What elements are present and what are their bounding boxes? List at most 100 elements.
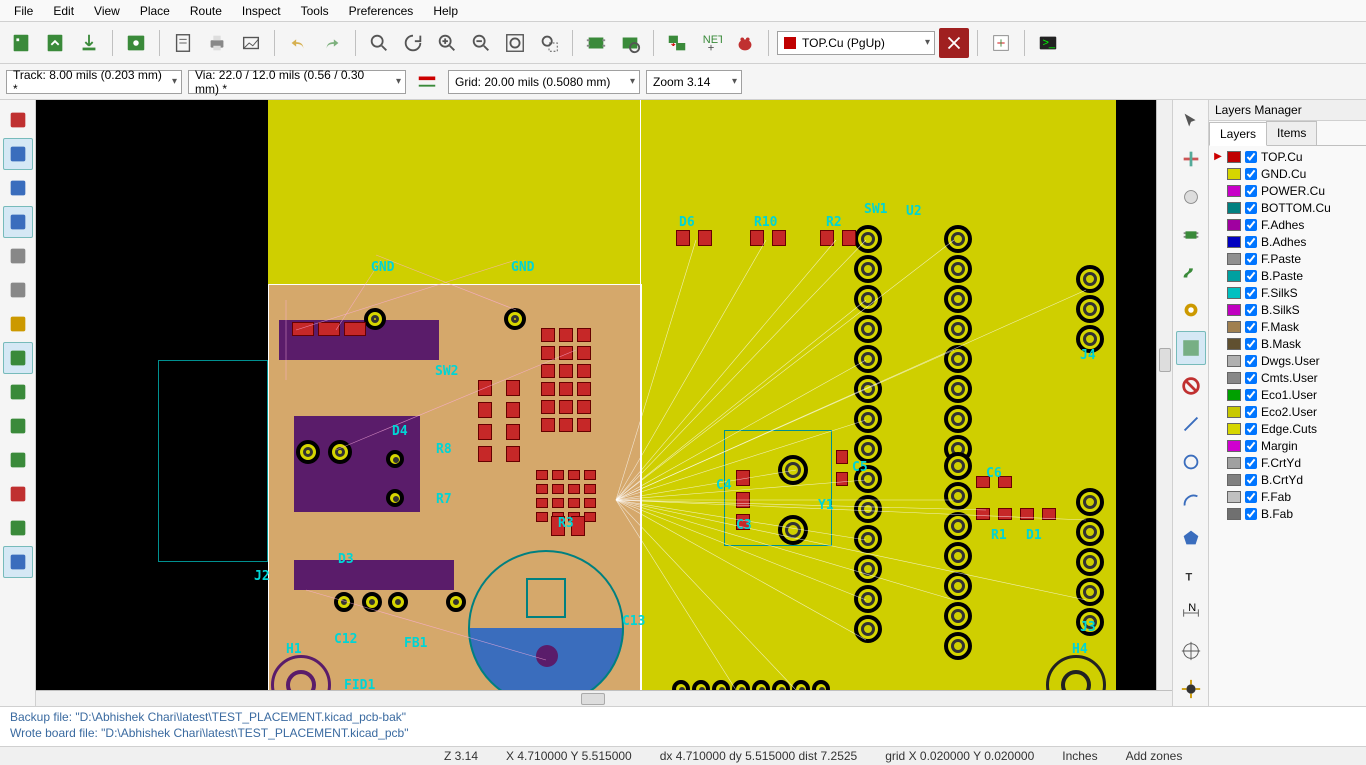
layer-color-swatch[interactable]: [1227, 474, 1241, 486]
board-setup-button[interactable]: [121, 28, 151, 58]
layer-visibility-checkbox[interactable]: [1245, 270, 1257, 282]
layer-selector[interactable]: TOP.Cu (PgUp): [777, 31, 935, 55]
footprint-editor-button[interactable]: [581, 28, 611, 58]
layer-row-top-cu[interactable]: ▶ TOP.Cu: [1211, 148, 1364, 165]
via-sketch-button[interactable]: [3, 444, 33, 476]
layer-visibility-checkbox[interactable]: [1245, 389, 1257, 401]
tab-layers[interactable]: Layers: [1209, 122, 1267, 146]
layer-visibility-checkbox[interactable]: [1245, 457, 1257, 469]
layer-row-b-fab[interactable]: B.Fab: [1211, 505, 1364, 522]
zoom-in-button[interactable]: [432, 28, 462, 58]
zoom-out-button[interactable]: [466, 28, 496, 58]
layer-visibility-checkbox[interactable]: [1245, 185, 1257, 197]
layer-color-swatch[interactable]: [1227, 253, 1241, 265]
footprint-tool-button[interactable]: [1176, 218, 1206, 252]
layer-color-swatch[interactable]: [1227, 304, 1241, 316]
layer-row-dwgs-user[interactable]: Dwgs.User: [1211, 352, 1364, 369]
zoom-refresh-button[interactable]: [398, 28, 428, 58]
redo-button[interactable]: [317, 28, 347, 58]
mm-units-button[interactable]: [3, 240, 33, 272]
horizontal-scrollbar[interactable]: [36, 690, 1172, 706]
route-tool-button[interactable]: [1176, 256, 1206, 290]
layer-row-eco2-user[interactable]: Eco2.User: [1211, 403, 1364, 420]
zoom-redraw-button[interactable]: [364, 28, 394, 58]
layer-row-b-silks[interactable]: B.SilkS: [1211, 301, 1364, 318]
layer-row-b-paste[interactable]: B.Paste: [1211, 267, 1364, 284]
zone-tool-button[interactable]: [1176, 331, 1206, 365]
layer-row-b-adhes[interactable]: B.Adhes: [1211, 233, 1364, 250]
polygon-tool-button[interactable]: [1176, 521, 1206, 555]
layer-visibility-checkbox[interactable]: [1245, 423, 1257, 435]
plot-button[interactable]: [236, 28, 266, 58]
inch-units-button[interactable]: [3, 206, 33, 238]
footprint-browser-button[interactable]: [615, 28, 645, 58]
text-tool-button[interactable]: T: [1176, 559, 1206, 593]
layer-pair-button[interactable]: [939, 28, 969, 58]
layer-row-margin[interactable]: Margin: [1211, 437, 1364, 454]
layer-visibility-checkbox[interactable]: [1245, 304, 1257, 316]
tab-items[interactable]: Items: [1266, 121, 1317, 145]
layer-color-swatch[interactable]: [1227, 338, 1241, 350]
layer-row-f-crtyd[interactable]: F.CrtYd: [1211, 454, 1364, 471]
layer-color-swatch[interactable]: [1227, 202, 1241, 214]
layer-row-edge-cuts[interactable]: Edge.Cuts: [1211, 420, 1364, 437]
menu-inspect[interactable]: Inspect: [232, 4, 291, 18]
local-ratsnest-tool-button[interactable]: [1176, 180, 1206, 214]
canvas-viewport[interactable]: D6R10R2SW1U2J4J3H4H1C12FB1FID1C13R7R8R3D…: [36, 100, 1172, 706]
layer-color-swatch[interactable]: [1227, 185, 1241, 197]
vertical-scrollbar[interactable]: [1156, 100, 1172, 690]
menu-view[interactable]: View: [84, 4, 130, 18]
zoom-selector[interactable]: Zoom 3.14: [646, 70, 742, 94]
print-button[interactable]: [202, 28, 232, 58]
menu-help[interactable]: Help: [423, 4, 468, 18]
layer-color-swatch[interactable]: [1227, 219, 1241, 231]
layer-visibility-checkbox[interactable]: [1245, 508, 1257, 520]
zoom-selection-button[interactable]: [534, 28, 564, 58]
save-button[interactable]: [74, 28, 104, 58]
layer-color-swatch[interactable]: [1227, 151, 1241, 163]
grid-dots-button[interactable]: [3, 138, 33, 170]
pcb-canvas[interactable]: D6R10R2SW1U2J4J3H4H1C12FB1FID1C13R7R8R3D…: [36, 100, 1172, 706]
contrast-button[interactable]: [3, 512, 33, 544]
layer-visibility-checkbox[interactable]: [1245, 406, 1257, 418]
layer-row-eco1-user[interactable]: Eco1.User: [1211, 386, 1364, 403]
line-tool-button[interactable]: [1176, 407, 1206, 441]
grid-selector[interactable]: Grid: 20.00 mils (0.5080 mm): [448, 70, 640, 94]
layer-visibility-checkbox[interactable]: [1245, 202, 1257, 214]
layer-row-gnd-cu[interactable]: GND.Cu: [1211, 165, 1364, 182]
layer-color-swatch[interactable]: [1227, 406, 1241, 418]
menu-place[interactable]: Place: [130, 4, 180, 18]
layer-color-swatch[interactable]: [1227, 423, 1241, 435]
undo-button[interactable]: [283, 28, 313, 58]
circle-tool-button[interactable]: [1176, 445, 1206, 479]
load-netlist-button[interactable]: NET: [696, 28, 726, 58]
layer-visibility-checkbox[interactable]: [1245, 168, 1257, 180]
select-tool-button[interactable]: [1176, 104, 1206, 138]
keepout-tool-button[interactable]: [1176, 369, 1206, 403]
highlight-net-tool-button[interactable]: [1176, 142, 1206, 176]
layer-color-swatch[interactable]: [1227, 491, 1241, 503]
layer-row-f-adhes[interactable]: F.Adhes: [1211, 216, 1364, 233]
layer-color-swatch[interactable]: [1227, 321, 1241, 333]
layer-visibility-checkbox[interactable]: [1245, 338, 1257, 350]
track-sketch-button[interactable]: [3, 478, 33, 510]
new-board-button[interactable]: [6, 28, 36, 58]
layer-setup-button[interactable]: [3, 546, 33, 578]
schematic-editor-button[interactable]: [986, 28, 1016, 58]
layer-row-bottom-cu[interactable]: BOTTOM.Cu: [1211, 199, 1364, 216]
layer-visibility-checkbox[interactable]: [1245, 253, 1257, 265]
track-width-selector[interactable]: Track: 8.00 mils (0.203 mm) *: [6, 70, 182, 94]
layer-visibility-checkbox[interactable]: [1245, 474, 1257, 486]
layer-visibility-checkbox[interactable]: [1245, 491, 1257, 503]
menu-tools[interactable]: Tools: [291, 4, 339, 18]
layer-row-power-cu[interactable]: POWER.Cu: [1211, 182, 1364, 199]
layer-visibility-checkbox[interactable]: [1245, 287, 1257, 299]
layer-visibility-checkbox[interactable]: [1245, 355, 1257, 367]
cursor-full-button[interactable]: [3, 274, 33, 306]
layer-row-b-mask[interactable]: B.Mask: [1211, 335, 1364, 352]
dimension-tool-button[interactable]: N: [1176, 596, 1206, 630]
auto-track-width-button[interactable]: [412, 67, 442, 97]
update-from-schematic-button[interactable]: [662, 28, 692, 58]
layer-color-swatch[interactable]: [1227, 287, 1241, 299]
ratsnest-button[interactable]: [3, 308, 33, 340]
